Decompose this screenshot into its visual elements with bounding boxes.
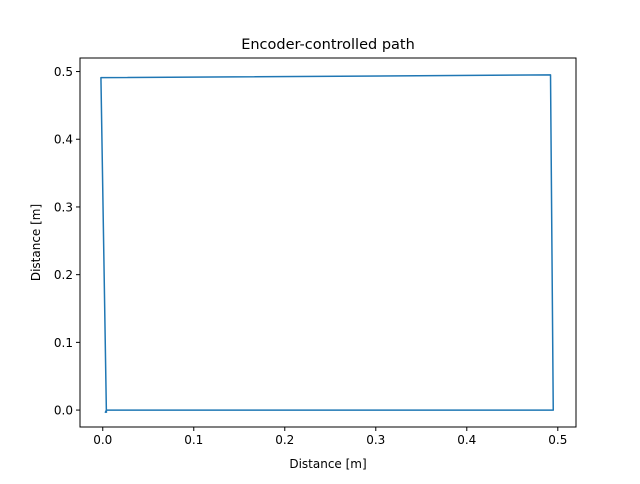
y-tick-label: 0.1 xyxy=(54,336,73,350)
path-series-line xyxy=(100,74,554,414)
y-axis-ticks: 0.0 0.1 0.2 0.3 0.4 0.5 xyxy=(54,65,80,418)
x-tick-label: 0.4 xyxy=(457,433,476,447)
x-axis-label: Distance [m] xyxy=(289,457,366,471)
y-tick-label: 0.2 xyxy=(54,268,73,282)
y-tick-label: 0.3 xyxy=(54,200,73,214)
y-tick-label: 0.5 xyxy=(54,65,73,79)
x-tick-label: 0.3 xyxy=(366,433,385,447)
axes-frame xyxy=(79,57,577,428)
x-tick-label: 0.2 xyxy=(275,433,294,447)
x-axis-ticks: 0.0 0.1 0.2 0.3 0.4 0.5 xyxy=(93,427,567,447)
y-axis-label: Distance [m] xyxy=(29,204,43,281)
chart-title: Encoder-controlled path xyxy=(241,37,415,53)
x-tick-label: 0.0 xyxy=(93,433,112,447)
x-tick-label: 0.5 xyxy=(548,433,567,447)
y-tick-label: 0.0 xyxy=(54,404,73,418)
plot-area xyxy=(79,57,577,428)
series-layer xyxy=(100,74,554,414)
y-tick-label: 0.4 xyxy=(54,133,73,147)
x-tick-label: 0.1 xyxy=(184,433,203,447)
